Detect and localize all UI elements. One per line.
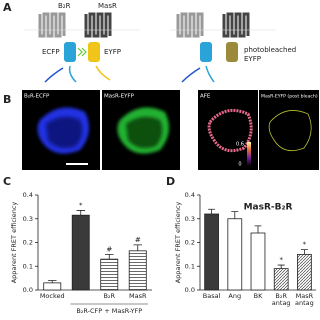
error-bar: [47, 280, 57, 283]
receptor: [84, 12, 112, 38]
error-bar: [231, 211, 239, 219]
x-tick-label: BK: [253, 293, 263, 300]
x-tick-label: Basal: [202, 293, 221, 300]
x-tick-label-box: B₂R antag: [271, 293, 291, 307]
colorbar: [247, 142, 251, 166]
bar: [273, 268, 289, 291]
y-tick-label: 0.1: [23, 262, 33, 270]
y-tick-label: 0.4: [23, 191, 33, 199]
image-label: B₂R-ECFP: [24, 94, 50, 100]
image-label: AFE: [200, 94, 211, 100]
x-tick-label-box: Ang: [228, 293, 242, 300]
x-tick-label: MasR: [129, 293, 147, 300]
significance-mark: #: [135, 236, 141, 244]
y-tick-label: 0.3: [23, 215, 33, 223]
panel-letter: D: [166, 175, 175, 188]
ecfp: [64, 42, 76, 62]
receptor-label: B₂R: [58, 2, 71, 10]
significance-mark: #: [106, 245, 112, 253]
x-tick-label: B₂R: [103, 293, 116, 300]
image-label: MasR-EYFP: [104, 94, 135, 100]
colorbar-label: 0: [238, 162, 241, 168]
excitation-arrow: [44, 67, 64, 83]
micrograph: [259, 90, 319, 170]
panel-letter: B: [3, 93, 11, 106]
x-tick-label: Mocked: [39, 293, 65, 300]
emission-arrow: [95, 65, 111, 81]
cell-interior: [46, 116, 83, 148]
donor-label: ECFP: [42, 48, 60, 56]
excitation-arrow: [181, 67, 201, 83]
receptor: [38, 12, 66, 38]
y-tick-label: 0.0: [23, 286, 33, 294]
significance-mark: *: [79, 201, 83, 209]
panel-a: A B₂R MasR ECFP EYFP photobleached EYFP: [3, 1, 296, 83]
y-tick-label: 0.1: [185, 262, 195, 270]
bar: [297, 253, 312, 291]
bleached-eyfp: [226, 42, 238, 62]
cell-interior: [126, 116, 163, 148]
error-bar: [208, 208, 216, 214]
colorbar-label: 0.6: [236, 142, 244, 148]
emission-arrow: [68, 65, 77, 83]
y-tick-label: 0.4: [185, 191, 195, 199]
x-tick-label: MasR antag: [295, 293, 314, 307]
cell-outline: [268, 110, 312, 152]
bar: [100, 258, 119, 291]
error-bar: [76, 210, 86, 216]
bar: [71, 214, 90, 291]
error-bar: [104, 253, 114, 260]
panel-letter: C: [3, 175, 11, 188]
error-bar: [277, 264, 285, 269]
ecfp: [200, 42, 212, 62]
bar: [43, 282, 62, 291]
x-tick-label-box: MasR antag: [295, 293, 314, 307]
emission-arrow: [205, 65, 215, 83]
image-label: MasR-EYFP (post bleach): [261, 94, 318, 100]
group-label: B₂R-CFP + MasR-YFP: [76, 307, 142, 315]
bleached-label: photobleached: [244, 46, 296, 54]
y-tick-label: 0.2: [23, 239, 33, 247]
bar: [227, 218, 243, 291]
x-tick-label-box: MasR: [129, 293, 147, 300]
receptor: [176, 12, 204, 38]
bar: [204, 213, 219, 291]
bar: [250, 232, 266, 291]
y-tick-label: 0.3: [185, 215, 195, 223]
y-axis-label: Apparent FRET efficiency: [174, 202, 182, 284]
panel-letter: A: [3, 1, 12, 14]
error-bar: [254, 225, 262, 233]
chart-title: MasR-B₂R: [244, 203, 293, 213]
x-tick-label-box: B₂R: [103, 293, 116, 300]
bar: [128, 250, 147, 291]
x-tick-label: B₂R antag: [271, 293, 291, 307]
x-tick-label-box: BK: [253, 293, 263, 300]
x-tick-label-box: Mocked: [39, 293, 65, 300]
x-tick-label: Ang: [228, 293, 242, 300]
afe-map: [207, 108, 253, 153]
y-tick-label: 0.0: [185, 286, 195, 294]
bleached-label: EYFP: [244, 55, 261, 63]
receptor-label: MasR: [98, 2, 117, 10]
eyfp: [88, 42, 100, 62]
error-bar: [133, 244, 143, 251]
significance-mark: *: [279, 256, 283, 264]
acceptor-label: EYFP: [104, 48, 121, 56]
fret-arrow: [77, 47, 87, 57]
significance-mark: *: [303, 241, 307, 249]
x-tick-label-box: Basal: [202, 293, 221, 300]
panel-b: B 0.6 0 B₂R-ECFP MasR-EYFP AFE MasR-EYFP…: [3, 90, 319, 170]
error-bar: [300, 249, 308, 255]
y-tick-label: 0.2: [185, 239, 195, 247]
y-axis-label: Apparent FRET efficiency: [10, 202, 18, 284]
receptor: [222, 12, 250, 38]
